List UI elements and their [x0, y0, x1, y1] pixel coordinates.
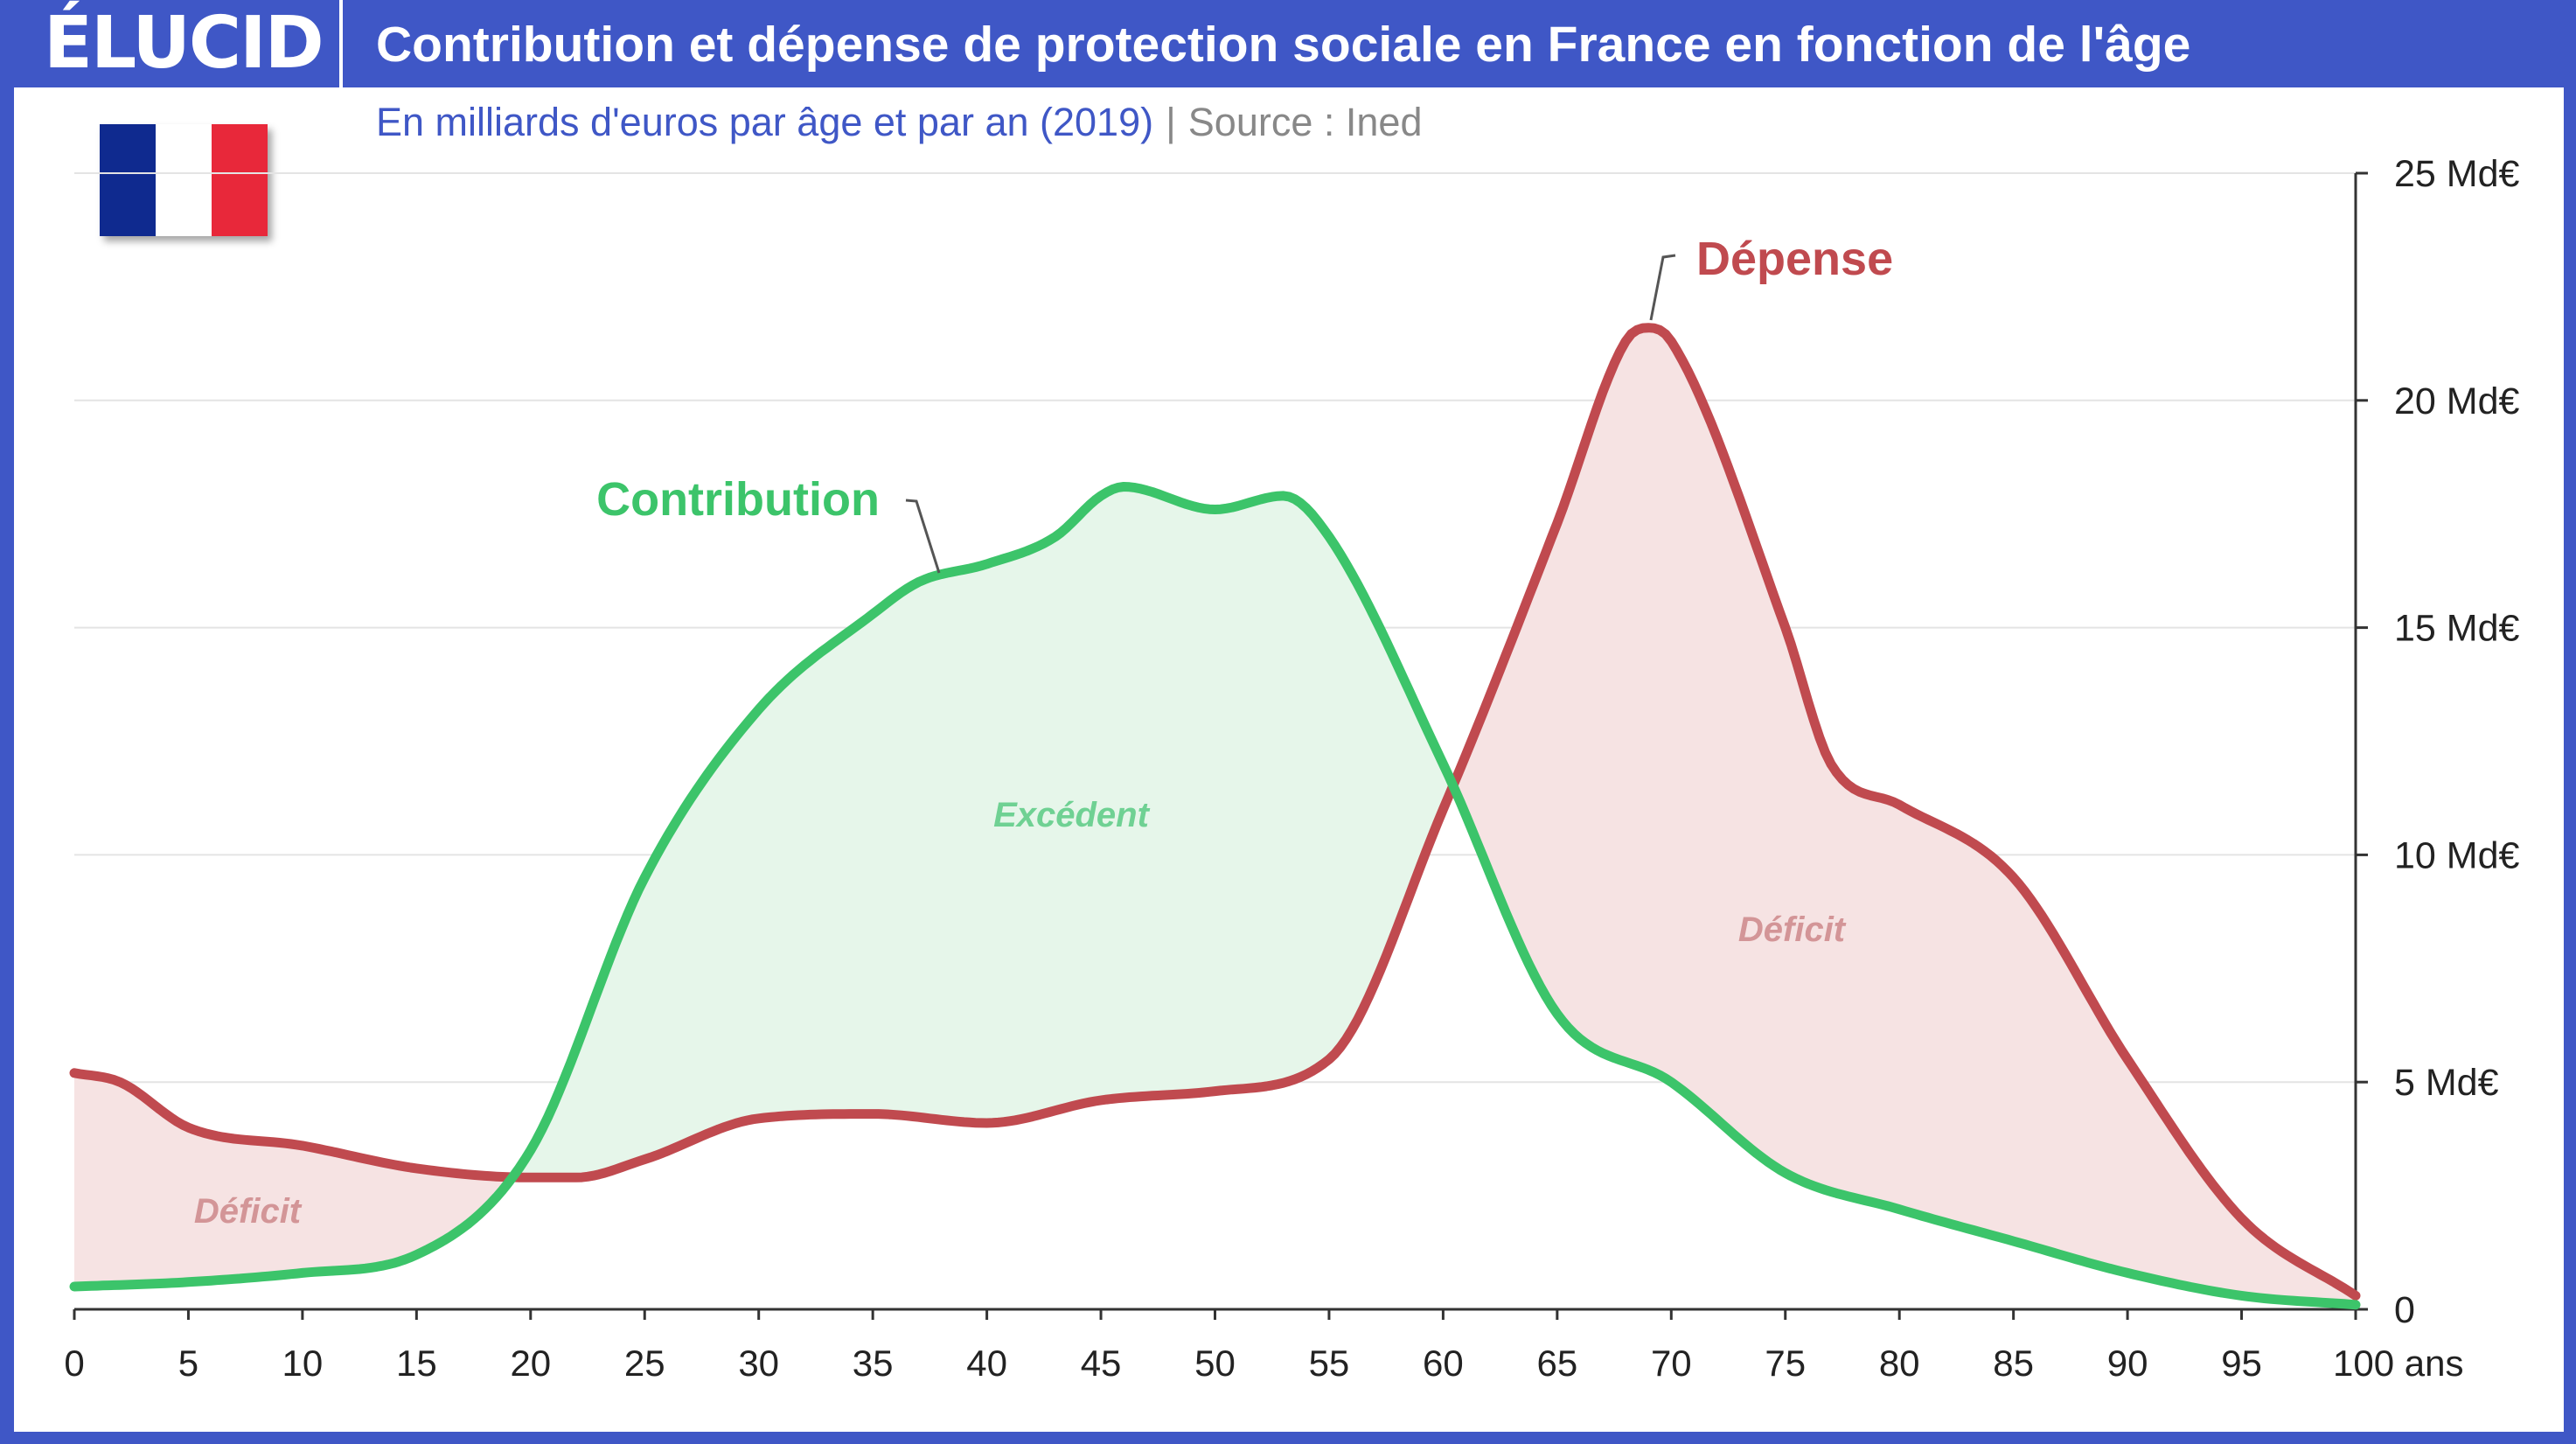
x-tick-label: 45	[1081, 1343, 1122, 1384]
annotation-deficit-young: Déficit	[194, 1192, 303, 1231]
y-tick-label: 15 Md€	[2394, 608, 2520, 650]
elucid-logo: ÉLUCID	[44, 2, 324, 85]
y-tick-label: 0	[2394, 1289, 2415, 1331]
flag-stripe-red	[212, 124, 268, 236]
subtitle-separator: |	[1166, 100, 1176, 144]
x-tick-label: 80	[1879, 1343, 1920, 1384]
x-tick-label: 20	[510, 1343, 551, 1384]
leader-line-contribution	[905, 499, 941, 574]
y-tick-label: 10 Md€	[2394, 834, 2520, 876]
x-tick-label: 75	[1765, 1343, 1806, 1384]
footer-url[interactable]: www.elucid.media	[2225, 1402, 2452, 1431]
flag-stripe-white	[156, 124, 212, 236]
deficit-area	[74, 1072, 514, 1287]
annotation-depense: Dépense	[1696, 233, 1893, 285]
x-tick-label: 40	[966, 1343, 1007, 1384]
chart-subtitle: En milliards d'euros par âge et par an (…	[376, 97, 1422, 148]
y-tick-label: 25 Md€	[2394, 153, 2520, 195]
annotation-contribution: Contribution	[596, 473, 880, 526]
x-tick-label: 10	[282, 1343, 324, 1384]
area-fills	[74, 327, 2356, 1305]
series-lines	[69, 323, 2361, 1310]
elucid-arrow-logo-icon	[2466, 1396, 2515, 1427]
y-tick-label: 20 Md€	[2394, 380, 2520, 422]
x-tick-label: 35	[853, 1343, 894, 1384]
flag-stripe-blue	[100, 124, 156, 236]
x-tick-label: 60	[1423, 1343, 1464, 1384]
series-line-contribution	[69, 482, 2361, 1310]
france-flag-icon	[100, 124, 268, 236]
x-tick-label: 50	[1194, 1343, 1236, 1384]
source-label: Source : Ined	[1187, 100, 1423, 144]
x-tick-label: 5	[178, 1343, 198, 1384]
x-tick-label: 90	[2107, 1343, 2148, 1384]
x-tick-label: 55	[1309, 1343, 1350, 1384]
chart-title: Contribution et dépense de protection so…	[376, 17, 2191, 73]
x-tick-label: 25	[624, 1343, 665, 1384]
x-tick-label: 95	[2221, 1343, 2262, 1384]
x-tick-label: 30	[738, 1343, 779, 1384]
leader-line-depense	[1649, 254, 1676, 321]
header-divider	[339, 0, 343, 87]
x-tick-label: 70	[1651, 1343, 1692, 1384]
series-line-depense	[69, 323, 2361, 1301]
subtitle-text: En milliards d'euros par âge et par an (…	[376, 100, 1154, 144]
x-tick-label: 0	[64, 1343, 84, 1384]
surplus-area	[513, 486, 1455, 1178]
x-tick-label: 100 ans	[2333, 1343, 2463, 1384]
x-tick-label: 85	[1993, 1343, 2034, 1384]
annotations: Contribution Dépense Excédent Déficit Dé…	[194, 233, 1893, 1231]
annotation-deficit-old: Déficit	[1738, 910, 1847, 949]
x-tick-label: 65	[1536, 1343, 1577, 1384]
deficit-area	[1454, 327, 2356, 1305]
axes: 0 5 10 15 20 25 30 35 40 45 50 55 60 65 70 75 80 85 90 95 10…	[64, 153, 2519, 1384]
annotation-excedent: Excédent	[993, 796, 1151, 834]
x-tick-label: 15	[396, 1343, 437, 1384]
header-bar: ÉLUCID Contribution et dépense de protec…	[0, 0, 2576, 87]
y-tick-label: 5 Md€	[2394, 1062, 2499, 1104]
